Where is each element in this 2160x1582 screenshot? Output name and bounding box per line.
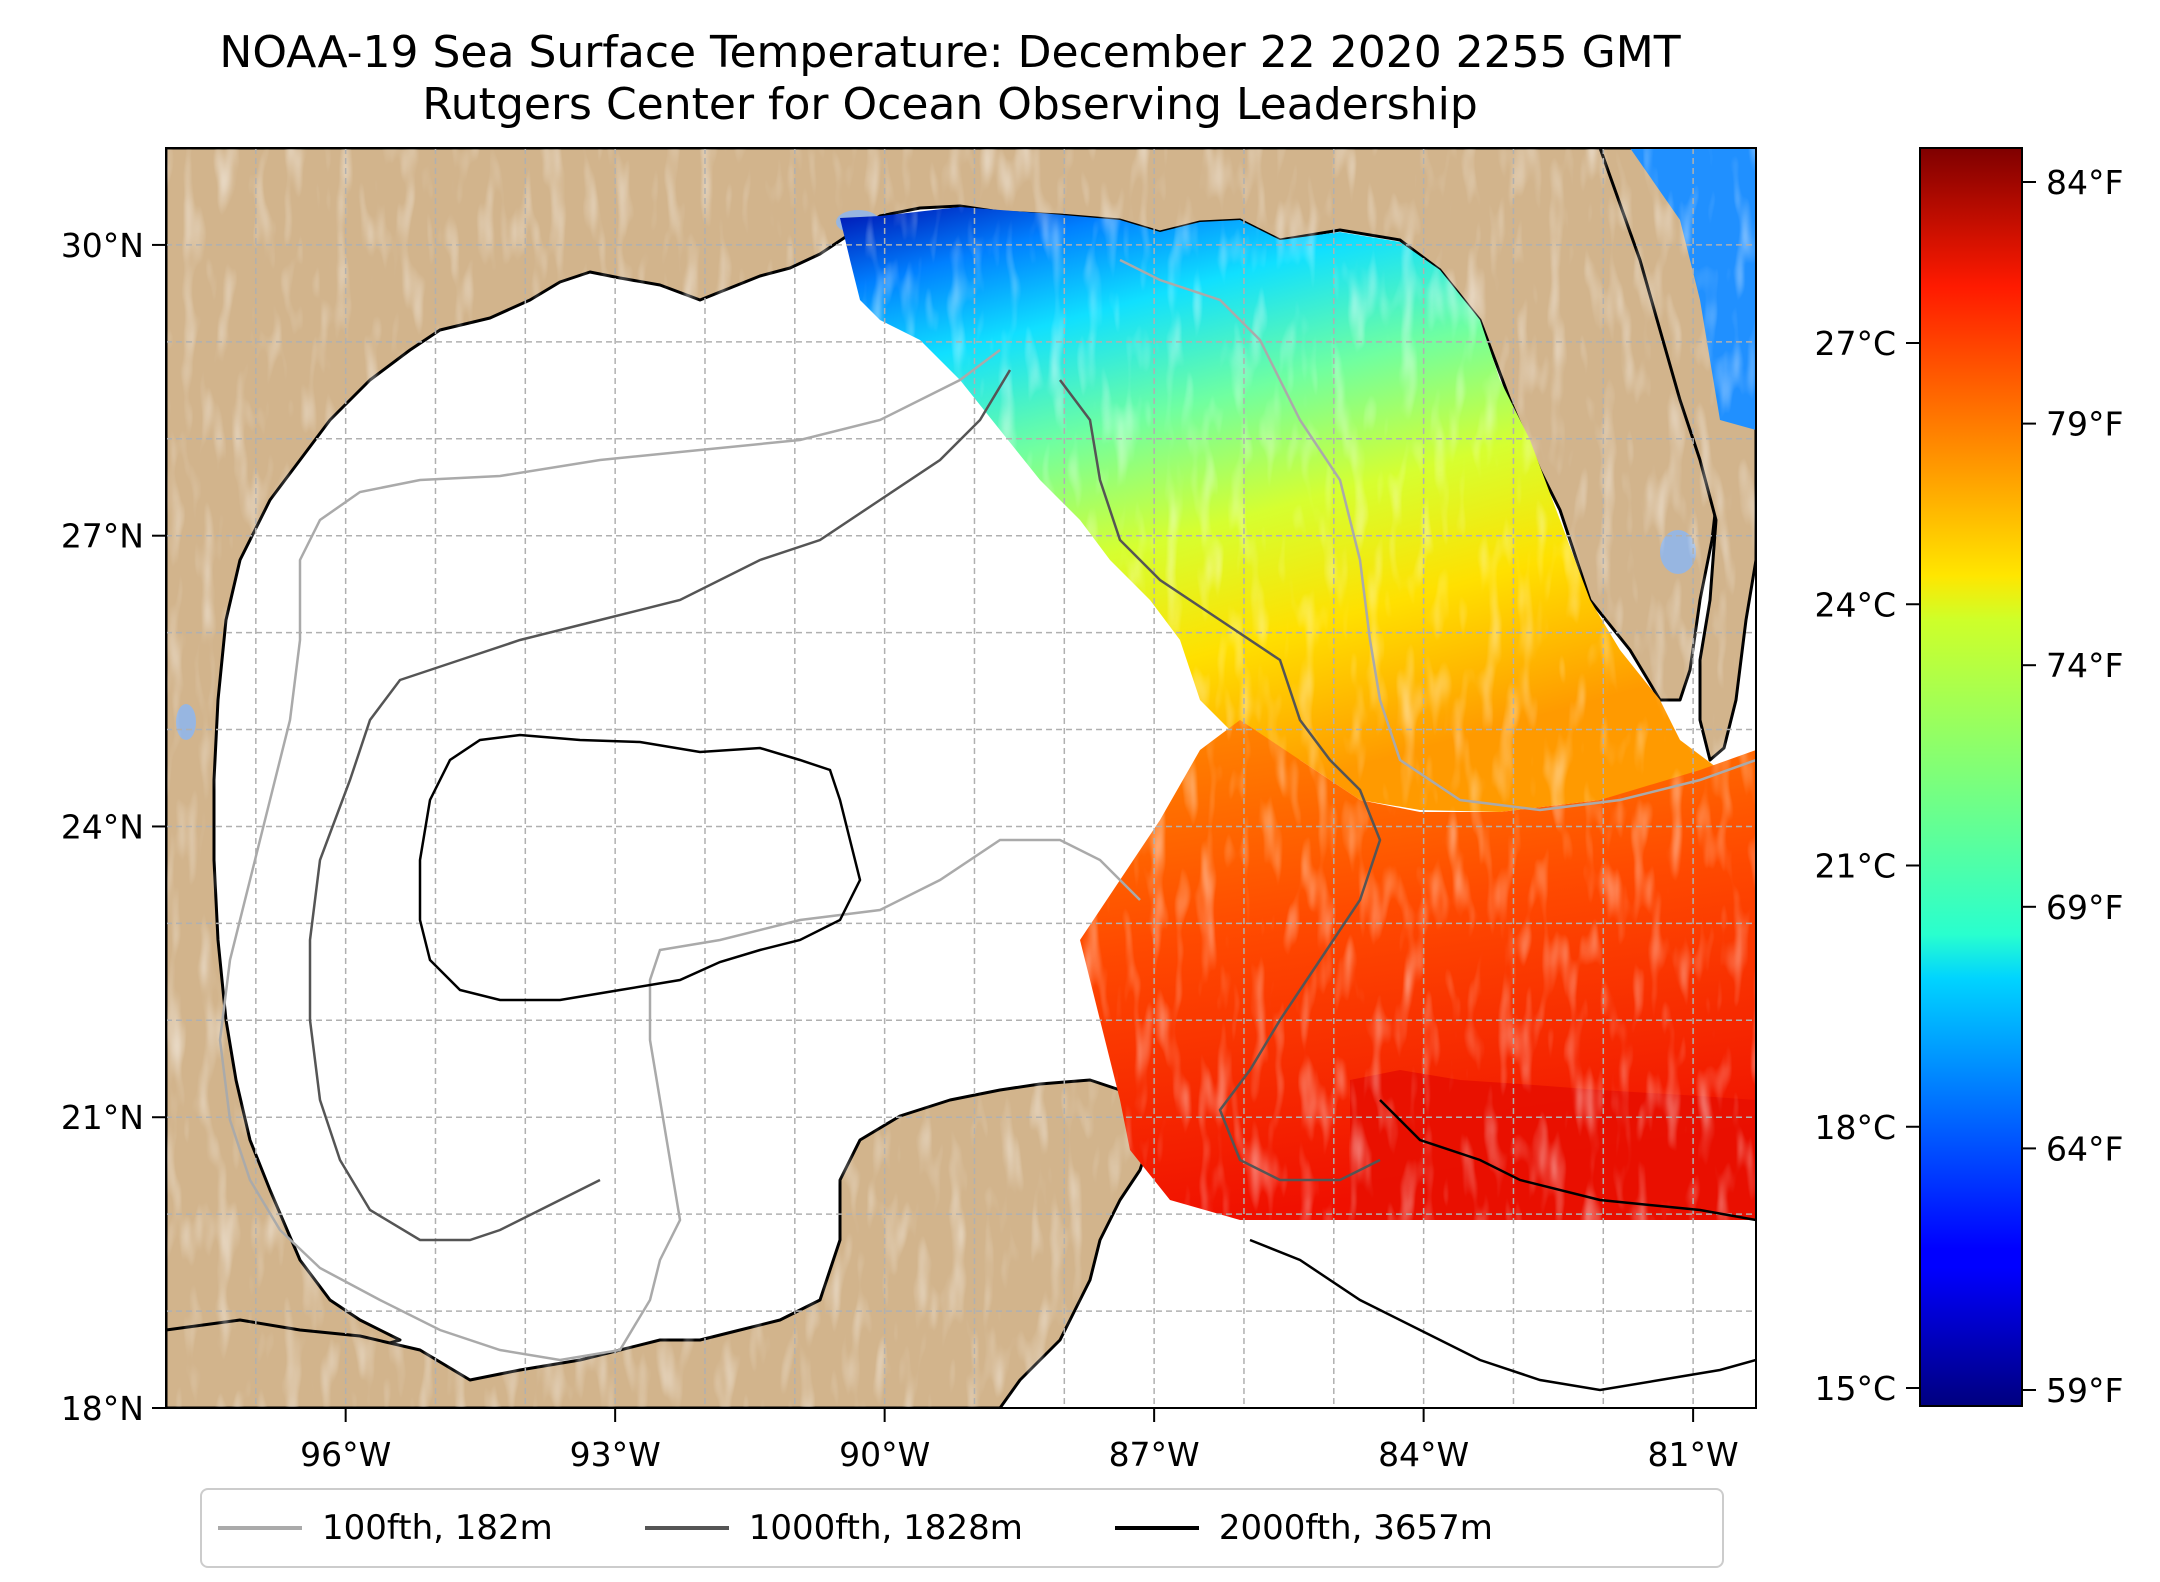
isobath-legend: 100fth, 182m 1000fth, 1828m 2000fth, 365… [200,1488,1724,1568]
legend-label-2000fth: 2000fth, 3657m [1218,1508,1493,1548]
legend-swatch-100fth [218,1526,302,1530]
colorbar-celsius-tick-label: 24°C [1814,585,1896,624]
map-subtitle: Rutgers Center for Ocean Observing Leade… [422,79,1478,130]
isobath-100fth [218,258,1756,1362]
lat-tick-label: 27°N [61,517,144,556]
map-area [166,148,1756,1408]
lat-tick-label: 21°N [61,1098,144,1137]
legend-item-1000fth: 1000fth, 1828m [629,1508,1023,1548]
sst-data-swath [166,148,1756,1408]
isobath-2000fth [418,733,1756,1392]
lon-tick-label: 84°W [1378,1435,1469,1474]
colorbar-fahrenheit-tick-label: 64°F [2046,1129,2123,1168]
isobaths [218,258,1756,1392]
map-title: NOAA-19 Sea Surface Temperature: Decembe… [219,27,1681,78]
colorbar-celsius-tick-label: 27°C [1814,324,1896,363]
colorbar-fahrenheit-tick-label: 74°F [2046,646,2123,685]
lon-tick-label: 96°W [300,1435,391,1474]
gridlines [166,148,1756,1408]
legend-item-100fth: 100fth, 182m [202,1508,553,1548]
isobath-1000fth [308,369,1382,1242]
colorbar-celsius-tick-label: 21°C [1814,847,1896,886]
legend-swatch-1000fth [644,1526,729,1530]
colorbar-fahrenheit-tick-label: 59°F [2046,1371,2123,1410]
colorbar-ticks: 15°C 18°C 21°C 24°C 27°C 59°F 64°F 69°F 74°F 79°F… [1814,163,2123,1410]
lon-tick-label: 93°W [570,1435,661,1474]
lon-tick-label: 90°W [839,1435,930,1474]
map-frame [165,147,1757,1409]
legend-label-1000fth: 1000fth, 1828m [748,1508,1023,1548]
lat-tick-label: 18°N [61,1389,144,1428]
colorbar-celsius-tick-label: 15°C [1814,1369,1896,1408]
colorbar-celsius-tick-label: 18°C [1814,1108,1896,1147]
legend-swatch-2000fth [1114,1526,1199,1530]
legend-label-100fth: 100fth, 182m [322,1508,553,1548]
colorbar-gradient [1919,147,2023,1407]
lat-tick-label: 30°N [61,226,144,265]
cloud-mask-noise [166,148,1756,1408]
colorbar-fahrenheit-tick-label: 79°F [2046,405,2123,444]
lon-tick-label: 81°W [1648,1435,1739,1474]
lat-tick-label: 24°N [61,807,144,846]
colorbar-fahrenheit-tick-label: 69°F [2046,888,2123,927]
colorbar-fahrenheit-tick-label: 84°F [2046,163,2123,202]
legend-item-2000fth: 2000fth, 3657m [1099,1508,1493,1548]
colorbar: 15°C 18°C 21°C 24°C 27°C 59°F 64°F 69°F 74°F 79°F… [1814,147,2123,1410]
lon-tick-label: 87°W [1109,1435,1200,1474]
map-axis-ticks: 96°W 93°W 90°W 87°W 84°W 81°W 18°N 21°N 24°N 27°N… [61,226,1739,1474]
